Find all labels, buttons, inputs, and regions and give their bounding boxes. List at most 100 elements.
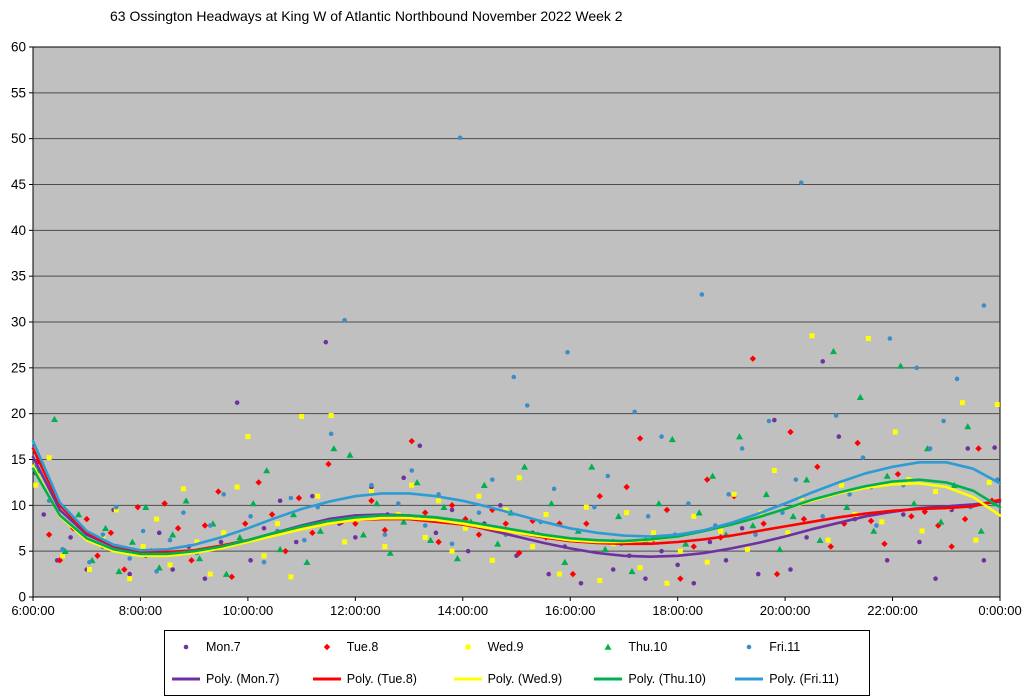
legend-label: Tue.8 [346,640,379,654]
data-point [236,534,244,541]
data-point [255,479,262,486]
data-point [749,355,757,362]
data-point [973,537,979,543]
data-point [353,535,358,540]
data-point [663,506,671,514]
legend-label: Poly. (Fri.11) [769,672,839,686]
data-point [396,501,401,506]
data-point [897,362,905,369]
data-point [755,571,761,577]
data-point [462,515,469,523]
data-point [547,500,555,507]
data-point [293,539,299,545]
data-point [887,336,893,341]
data-point [268,511,276,518]
data-point [650,530,656,536]
y-axis-label: 20 [11,406,26,421]
data-point [115,567,123,575]
data-point [981,303,987,308]
data-point [315,493,321,499]
data-point [417,443,423,449]
legend-label: Poly. (Mon.7) [206,672,280,686]
data-point [686,501,691,506]
legend-label: Poly. (Tue.8) [346,672,417,686]
data-point [368,497,375,504]
data-point [623,483,630,491]
data-point [299,413,305,419]
data-point [368,489,374,495]
data-point [829,347,837,355]
data-point [182,497,190,504]
data-point [723,558,729,563]
tue8-marker-icon [312,641,342,653]
trendline-poly-fri-11- [31,439,1002,552]
data-point [843,503,851,510]
data-point [248,558,253,563]
x-axis-label: 22:00:00 [867,603,918,618]
data-point [94,552,101,559]
data-point [83,515,90,523]
data-point [490,477,495,482]
data-point [524,403,530,408]
data-point [959,400,965,406]
data-point [820,514,826,519]
data-point [569,570,577,578]
data-point [261,525,267,531]
data-point [140,528,146,534]
data-point [373,500,381,507]
y-axis-label: 25 [11,360,26,375]
data-point [346,451,354,458]
data-point [142,503,150,510]
chart-title: 63 Ossington Headways at King W of Atlan… [110,8,623,24]
data-point [352,520,359,527]
y-axis-label: 45 [11,177,26,192]
data-point [800,515,808,523]
data-point [881,540,888,548]
data-point [107,529,115,537]
data-point [820,359,826,364]
data-point [901,512,906,517]
data-point [977,527,985,534]
data-point [457,135,463,141]
x-axis-label: 12:00:00 [330,603,381,618]
data-point [787,428,794,436]
data-point [113,504,119,510]
legend-label: Poly. (Thu.10) [628,672,706,686]
data-point [804,535,809,540]
data-point [435,538,442,546]
data-point [615,512,623,520]
data-point [601,545,609,553]
data-point [588,463,596,470]
data-point [156,530,162,536]
legend-label: Mon.7 [206,640,241,654]
legend-item-poly-wed9: Poly. (Wed.9) [447,672,588,686]
data-point [731,491,737,497]
data-point [248,514,253,519]
data-point [453,555,461,562]
data-point [788,567,793,572]
data-point [465,548,471,554]
data-point [628,567,636,575]
fri11-marker-icon [734,641,764,653]
data-point [359,531,367,538]
data-point [798,180,804,185]
data-point [659,548,664,554]
data-point [707,539,713,545]
data-point [330,445,338,452]
data-point [561,558,569,565]
data-point [753,532,758,537]
data-point [836,434,842,439]
data-point [735,433,743,440]
data-point [941,418,946,424]
data-point [261,559,267,565]
data-point [202,576,208,581]
data-point [937,518,945,525]
data-point [309,529,316,537]
data-point [919,528,925,534]
poly-thu10-line-icon [593,673,623,685]
data-point [207,571,213,577]
data-point [677,548,683,554]
data-point [994,402,1000,407]
legend-item-thu10: Thu.10 [587,640,728,654]
x-axis-label: 6:00:00 [11,603,54,618]
